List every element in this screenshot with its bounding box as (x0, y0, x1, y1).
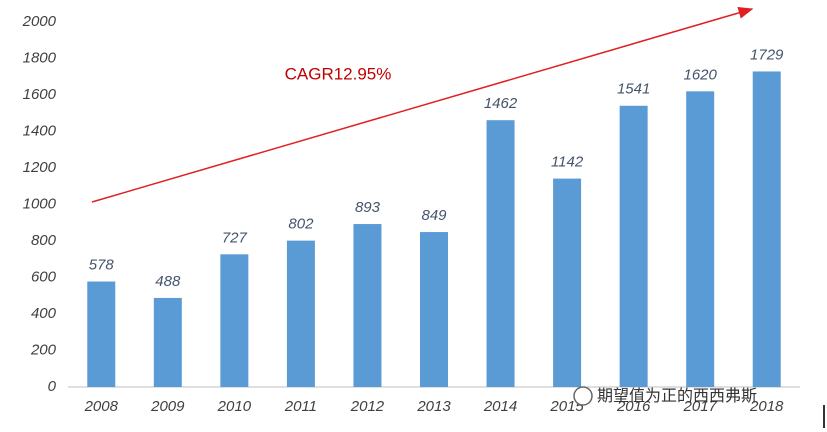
bar (420, 232, 448, 387)
y-tick-label: 400 (31, 305, 57, 322)
y-tick-label: 1400 (23, 122, 57, 139)
y-tick-label: 200 (30, 341, 57, 358)
y-tick-label: 2000 (22, 13, 57, 30)
bar (752, 71, 781, 388)
value-label: 893 (355, 199, 381, 216)
watermark-icon (573, 386, 593, 406)
x-tick-label: 2009 (150, 398, 185, 415)
y-tick-label: 1600 (23, 86, 57, 103)
y-tick-label: 0 (48, 378, 57, 395)
trend-arrow (91, 7, 754, 203)
bar (686, 91, 715, 387)
value-label: 727 (222, 229, 248, 246)
y-tick-label: 600 (31, 268, 57, 285)
x-tick-label: 2008 (84, 398, 119, 415)
value-label: 1620 (683, 66, 717, 83)
x-tick-label: 2012 (350, 398, 385, 415)
y-tick-label: 1000 (23, 195, 57, 212)
bar (553, 178, 582, 387)
x-tick-label: 2010 (217, 398, 252, 415)
bar (353, 224, 382, 387)
bar (153, 297, 182, 387)
x-tick-label: 2018 (749, 398, 784, 415)
watermark: 期望值为正的西西弗斯 (573, 386, 757, 406)
bar (486, 120, 515, 387)
value-label: 1142 (551, 154, 584, 171)
watermark-text: 期望值为正的西西弗斯 (597, 387, 757, 405)
x-tick-label: 2013 (416, 398, 451, 415)
bar (286, 240, 315, 387)
value-label: 1729 (750, 46, 784, 63)
x-tick-label: 2017 (682, 398, 717, 415)
cagr-annotation: CAGR12.95% (285, 64, 392, 83)
value-label: 1541 (617, 81, 650, 98)
bar (619, 105, 648, 387)
y-tick-label: 1200 (23, 159, 57, 176)
value-label: 488 (155, 273, 181, 290)
bar (220, 254, 249, 387)
bar (87, 281, 116, 387)
value-label: 849 (421, 207, 447, 224)
value-label: 1462 (484, 95, 518, 112)
y-tick-label: 800 (31, 232, 57, 249)
value-label: 578 (89, 256, 115, 273)
y-tick-label: 1800 (23, 49, 57, 66)
value-label: 802 (288, 216, 314, 233)
x-tick-label: 2016 (616, 398, 651, 415)
x-tick-label: 2014 (483, 398, 517, 415)
x-tick-label: 2011 (284, 398, 317, 415)
